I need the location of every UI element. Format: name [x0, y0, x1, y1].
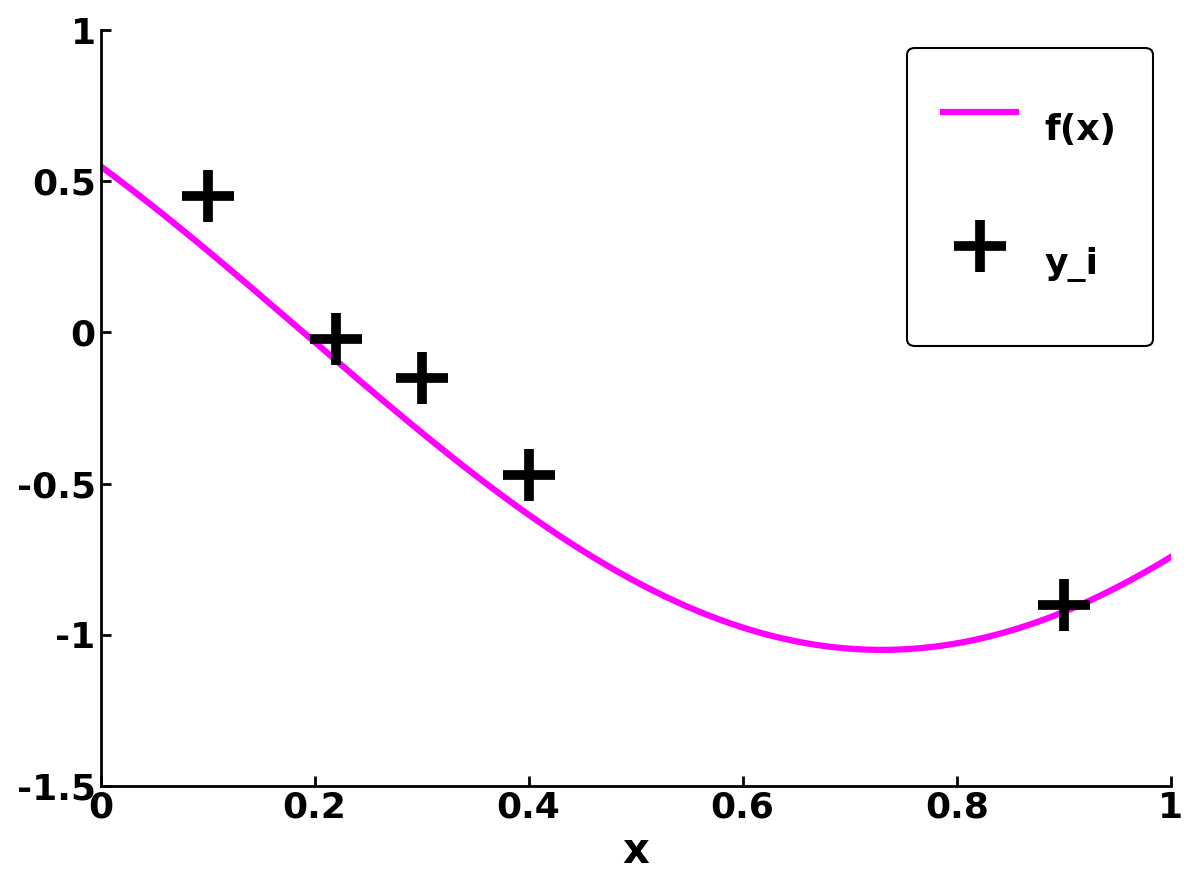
f(x) — [601, 561, 616, 572]
X-axis label: x: x — [623, 830, 649, 872]
Line: f(x): f(x) — [101, 166, 1171, 650]
y_i — [1056, 599, 1070, 610]
f(x) — [672, 598, 686, 609]
f(x) — [94, 161, 108, 172]
y_i — [414, 372, 428, 383]
f(x) — [608, 565, 623, 575]
f(x) — [874, 645, 888, 655]
Legend: f(x), y_i: f(x), y_i — [907, 48, 1153, 346]
f(x) — [1164, 552, 1178, 563]
y_i — [522, 469, 536, 480]
f(x) — [1140, 565, 1154, 576]
y_i — [329, 333, 343, 344]
f(x) — [731, 621, 745, 631]
y_i — [200, 191, 215, 202]
f(x) — [973, 633, 988, 644]
Line: y_i: y_i — [181, 170, 1090, 631]
